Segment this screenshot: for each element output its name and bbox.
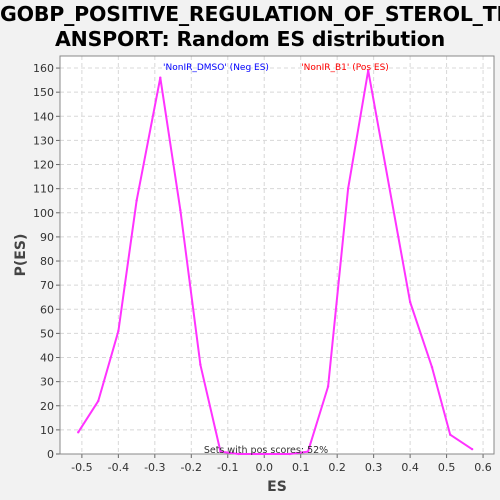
y-tick-label: 140 — [33, 110, 54, 123]
x-tick-label: -0.1 — [217, 461, 238, 474]
x-tick-label: 0.3 — [365, 461, 383, 474]
data-point — [179, 209, 182, 212]
x-tick-label: -0.5 — [71, 461, 92, 474]
neg-es-label: 'NonIR_DMSO' (Neg ES) — [163, 63, 269, 73]
data-point — [135, 199, 138, 202]
data-point — [470, 447, 474, 451]
data-point — [408, 300, 412, 304]
y-tick-label: 150 — [33, 86, 54, 99]
x-tick-label: 0.6 — [474, 461, 492, 474]
x-tick-label: 0.2 — [328, 461, 346, 474]
data-point — [346, 187, 350, 190]
y-tick-label: 100 — [33, 207, 54, 220]
y-tick-label: 160 — [33, 62, 54, 75]
y-tick-label: 70 — [40, 279, 54, 292]
x-tick-label: 0.0 — [255, 461, 273, 474]
data-point — [366, 69, 370, 72]
data-point — [117, 329, 120, 333]
y-tick-label: 90 — [40, 231, 54, 244]
data-point — [77, 431, 80, 434]
data-point — [219, 450, 222, 453]
y-tick-label: 60 — [40, 303, 54, 316]
data-point — [159, 76, 162, 79]
y-tick-label: 30 — [40, 376, 54, 389]
y-tick-label: 10 — [40, 424, 54, 437]
data-point — [263, 452, 266, 456]
x-tick-label: -0.2 — [181, 461, 202, 474]
y-tick-label: 130 — [33, 134, 54, 147]
data-point — [449, 433, 452, 436]
y-axis-label: P(ES) — [13, 234, 29, 277]
y-tick-label: 40 — [40, 352, 54, 365]
y-tick-label: 120 — [33, 159, 54, 172]
y-tick-label: 0 — [47, 448, 54, 461]
data-point — [237, 452, 240, 456]
data-point — [288, 452, 291, 456]
x-tick-label: -0.3 — [144, 461, 165, 474]
data-point — [306, 450, 310, 453]
plot-area — [59, 55, 495, 455]
data-point — [199, 363, 202, 366]
data-point — [97, 399, 100, 403]
y-tick-label: 80 — [40, 255, 54, 268]
x-axis-label: ES — [267, 479, 287, 495]
x-tick-label: 0.1 — [292, 461, 310, 474]
x-tick-label: -0.4 — [108, 461, 129, 474]
y-tick-label: 110 — [33, 183, 54, 196]
chart-title-line-1: GOBP_POSITIVE_REGULATION_OF_STEROL_TR — [0, 2, 500, 26]
chart-title-line-2: ANSPORT: Random ES distribution — [54, 27, 446, 51]
data-point — [430, 365, 434, 369]
x-tick-label: 0.5 — [438, 461, 456, 474]
pos-es-label: 'NonIR_B1' (Pos ES) — [301, 63, 389, 73]
y-tick-label: 20 — [40, 400, 54, 413]
y-tick-label: 50 — [40, 327, 54, 340]
x-tick-label: 0.4 — [401, 461, 419, 474]
pos-scores-footer: Sets with pos scores: 52% — [204, 445, 328, 456]
data-point — [326, 385, 330, 388]
